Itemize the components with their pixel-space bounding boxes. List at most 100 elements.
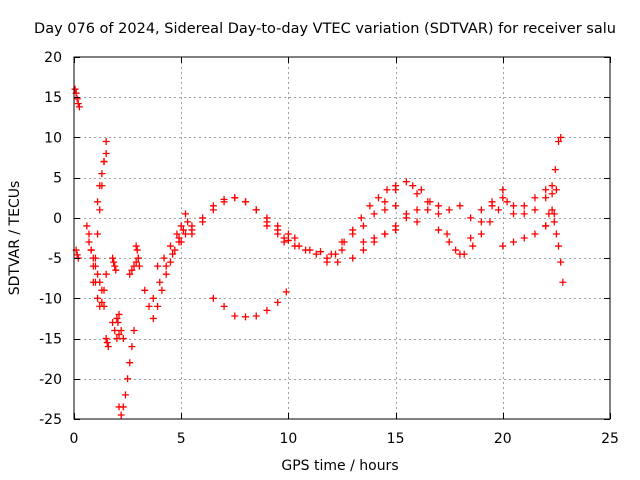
data-point bbox=[91, 262, 99, 270]
data-point bbox=[312, 250, 320, 258]
data-point bbox=[495, 206, 503, 214]
data-point bbox=[98, 286, 106, 294]
data-point bbox=[119, 403, 127, 411]
x-tick-label: 20 bbox=[494, 431, 512, 447]
data-point bbox=[102, 137, 110, 145]
data-point bbox=[113, 335, 121, 343]
data-point bbox=[359, 246, 367, 254]
data-point bbox=[177, 222, 185, 230]
data-point bbox=[548, 182, 556, 190]
chart-title: Day 076 of 2024, Sidereal Day-to-day VTE… bbox=[34, 21, 616, 37]
series-arc-10 bbox=[115, 327, 138, 419]
data-point bbox=[552, 186, 560, 194]
data-point bbox=[443, 230, 451, 238]
data-point bbox=[160, 254, 168, 262]
data-point bbox=[359, 238, 367, 246]
series-arc-23 bbox=[338, 178, 410, 246]
data-point bbox=[510, 210, 518, 218]
data-point bbox=[434, 226, 442, 234]
data-point bbox=[181, 210, 189, 218]
data-point bbox=[132, 258, 140, 266]
tick-labels: 0 5 10 15 20 25 -25 -20 -15 -10 -5 0 5 10 15 20 bbox=[39, 50, 619, 447]
data-point bbox=[381, 230, 389, 238]
data-point bbox=[291, 234, 299, 242]
x-tick-label: 0 bbox=[70, 431, 79, 447]
data-point bbox=[456, 250, 464, 258]
data-point bbox=[370, 234, 378, 242]
data-point bbox=[559, 278, 567, 286]
data-point bbox=[96, 278, 104, 286]
data-point bbox=[98, 298, 106, 306]
data-point bbox=[338, 238, 346, 246]
grid bbox=[74, 57, 610, 419]
y-axis-label: SDTVAR / TECUs bbox=[7, 181, 23, 296]
y-tick-label: 10 bbox=[44, 130, 62, 146]
series-arc-34 bbox=[548, 206, 567, 286]
data-point bbox=[71, 85, 79, 93]
data-point bbox=[274, 230, 282, 238]
data-point bbox=[188, 226, 196, 234]
data-point bbox=[555, 137, 563, 145]
data-point bbox=[134, 254, 142, 262]
data-point bbox=[467, 214, 475, 222]
data-point bbox=[166, 258, 174, 266]
data-point bbox=[149, 314, 157, 322]
data-point bbox=[366, 202, 374, 210]
data-point bbox=[114, 318, 122, 326]
data-point bbox=[548, 206, 556, 214]
data-point bbox=[477, 218, 485, 226]
series-arc-04 bbox=[85, 238, 108, 310]
data-point bbox=[545, 210, 553, 218]
data-point bbox=[117, 327, 125, 335]
series-arc-11 bbox=[113, 310, 123, 326]
series-arc-18 bbox=[188, 194, 288, 242]
data-point bbox=[220, 302, 228, 310]
data-point bbox=[381, 206, 389, 214]
data-point bbox=[548, 190, 556, 198]
data-point bbox=[103, 339, 111, 347]
data-point bbox=[109, 254, 117, 262]
data-point bbox=[184, 218, 192, 226]
data-point bbox=[263, 306, 271, 314]
data-point bbox=[424, 206, 432, 214]
data-point bbox=[96, 206, 104, 214]
data-point bbox=[141, 286, 149, 294]
series-arc-08 bbox=[109, 318, 127, 343]
x-tick-label: 10 bbox=[279, 431, 297, 447]
data-point bbox=[113, 314, 121, 322]
data-point bbox=[374, 194, 382, 202]
data-point bbox=[499, 242, 507, 250]
data-point bbox=[542, 194, 550, 202]
data-point bbox=[111, 262, 119, 270]
data-point bbox=[434, 210, 442, 218]
data-point bbox=[102, 150, 110, 158]
data-point bbox=[94, 230, 102, 238]
data-point bbox=[98, 170, 106, 178]
data-point bbox=[149, 294, 157, 302]
data-point bbox=[102, 335, 110, 343]
series-arc-20 bbox=[263, 222, 346, 258]
data-point bbox=[73, 95, 81, 103]
data-point bbox=[486, 218, 494, 226]
data-point bbox=[520, 234, 528, 242]
series-arc-06 bbox=[94, 150, 110, 206]
y-tick-label: -10 bbox=[39, 291, 62, 307]
x-tick-label: 15 bbox=[387, 431, 405, 447]
data-point bbox=[74, 100, 82, 108]
data-point bbox=[263, 222, 271, 230]
data-point bbox=[177, 238, 185, 246]
data-point bbox=[284, 230, 292, 238]
data-point bbox=[445, 238, 453, 246]
data-point bbox=[119, 335, 127, 343]
series-arc-22 bbox=[323, 182, 400, 266]
data-point bbox=[179, 226, 187, 234]
data-point bbox=[100, 302, 108, 310]
data-point bbox=[209, 202, 217, 210]
data-point bbox=[128, 266, 136, 274]
data-point bbox=[171, 246, 179, 254]
data-point bbox=[434, 202, 442, 210]
plot-frame bbox=[73, 56, 611, 420]
data-point bbox=[510, 202, 518, 210]
data-point bbox=[531, 194, 539, 202]
data-point bbox=[284, 236, 292, 244]
